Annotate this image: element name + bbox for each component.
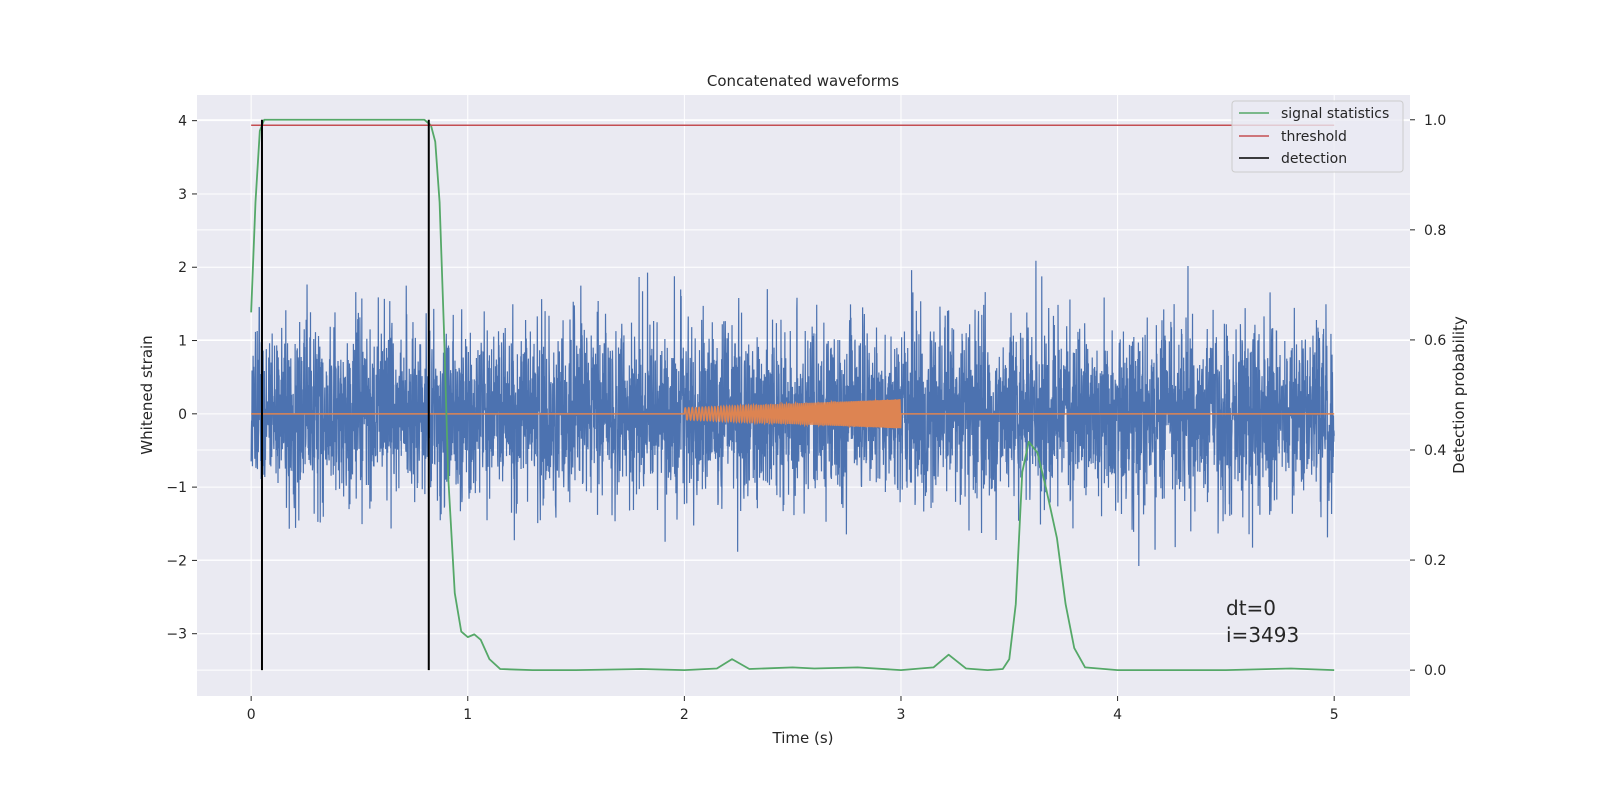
x-tick-label: 5	[1330, 707, 1339, 723]
tick-layer: 0 1 2 3 4 5 −3 −2 −1 0 1 2 3 4 0.0 0.2 0.4 0.6 0.8 1.0	[166, 113, 1446, 723]
y-right-tick-label: 1.0	[1424, 113, 1446, 129]
y-right-tick-label: 0.6	[1424, 333, 1446, 349]
x-axis-label: Time (s)	[772, 729, 834, 747]
y-left-tick-label: 2	[178, 260, 187, 276]
y-left-tick-label: 4	[178, 114, 187, 130]
legend-label-signal-statistics: signal statistics	[1281, 106, 1389, 122]
legend-label-threshold: threshold	[1281, 129, 1347, 145]
series-signal-statistics	[250, 118, 1335, 672]
x-tick-label: 3	[897, 707, 906, 723]
legend-label-detection: detection	[1281, 151, 1347, 167]
y-right-tick-label: 0.4	[1424, 443, 1446, 459]
data-layer	[250, 118, 1335, 672]
x-tick-label: 4	[1113, 707, 1122, 723]
chart-title: Concatenated waveforms	[707, 72, 899, 90]
y-right-tick-label: 0.0	[1424, 663, 1446, 679]
series-whitened-strain	[250, 260, 1335, 567]
y-left-tick-label: 0	[178, 407, 187, 423]
x-tick-label: 1	[463, 707, 472, 723]
annotation-index: i=3493	[1226, 623, 1299, 647]
series-injected-waveform	[251, 398, 1335, 429]
annotation-dt: dt=0	[1226, 596, 1276, 620]
y-axis-label-right: Detection probability	[1450, 316, 1468, 474]
y-left-tick-label: 1	[178, 334, 187, 350]
legend-box	[1231, 100, 1404, 173]
y-axis-label-left: Whitened strain	[138, 335, 156, 454]
x-tick-label: 0	[247, 707, 256, 723]
x-tick-label: 2	[680, 707, 689, 723]
y-left-tick-label: 3	[178, 187, 187, 203]
legend: signal statistics threshold detection	[1231, 100, 1404, 173]
y-left-tick-label: −1	[166, 480, 187, 496]
y-right-tick-label: 0.8	[1424, 223, 1446, 239]
y-left-tick-label: −2	[166, 553, 187, 569]
y-left-tick-label: −3	[166, 627, 187, 643]
y-right-tick-label: 0.2	[1424, 553, 1446, 569]
